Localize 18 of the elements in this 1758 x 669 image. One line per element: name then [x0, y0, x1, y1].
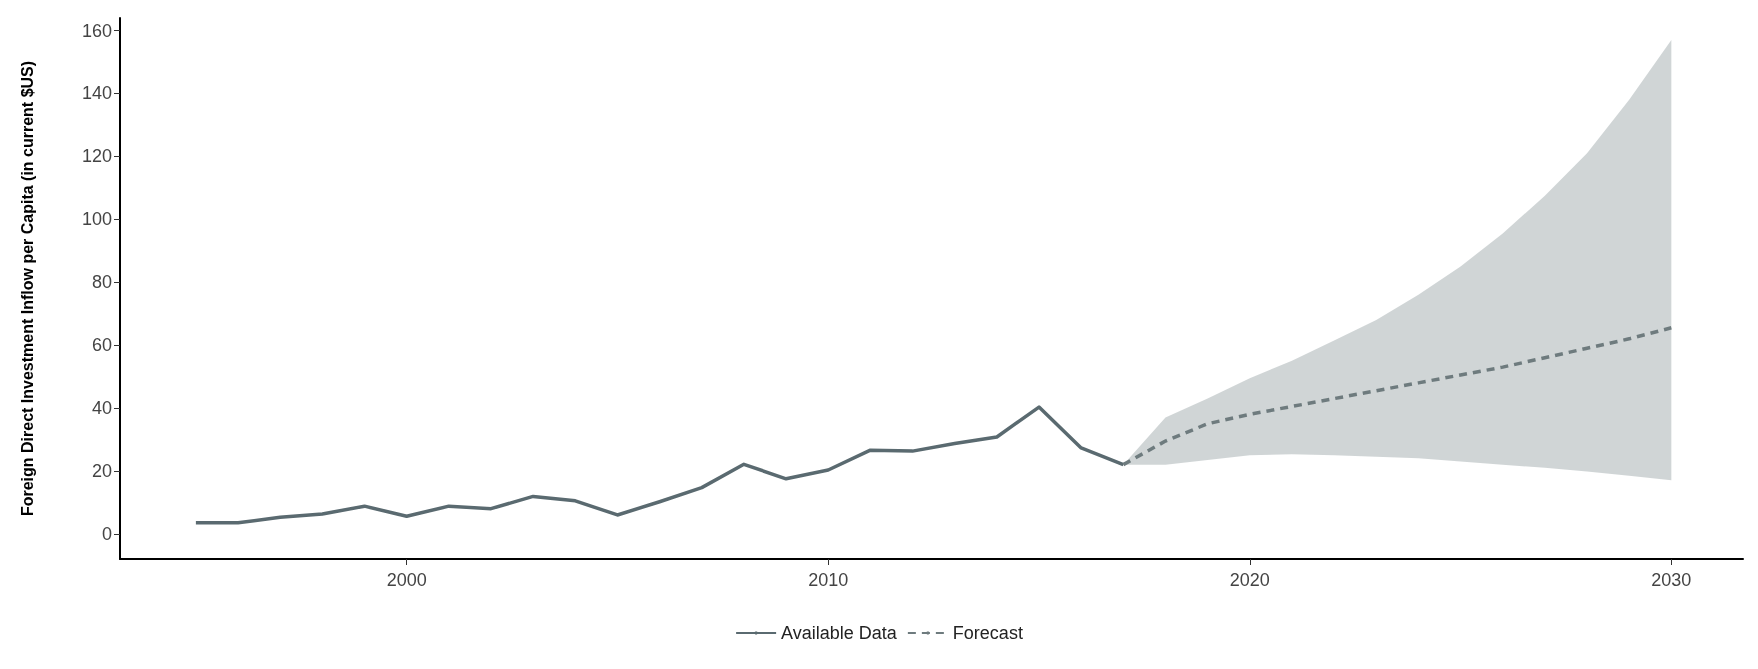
x-tick-label: 2010: [808, 570, 849, 590]
y-tick-label: 60: [91, 335, 112, 356]
y-tick-label: 80: [91, 272, 112, 293]
line-series: [194, 405, 1126, 525]
x-tick-label: 2030: [1651, 570, 1692, 590]
x-tick-label: 2020: [1229, 570, 1270, 590]
y-tick-label: 120: [81, 146, 112, 167]
legend-label: Forecast: [952, 623, 1023, 643]
y-tick-label: 160: [81, 20, 112, 41]
line-series: [1121, 326, 1674, 467]
y-tick-label: 20: [91, 460, 112, 481]
x-tick-label: 2000: [386, 570, 427, 590]
y-tick-label: 40: [91, 398, 112, 419]
y-axis-title: Foreign Direct Investment Inflow per Capita (in current $US): [18, 60, 36, 517]
y-tick-label: 140: [81, 83, 112, 104]
y-tick-label: 100: [81, 209, 112, 230]
y-tick-label: 0: [101, 523, 112, 544]
legend-label: Available Data: [781, 623, 898, 643]
